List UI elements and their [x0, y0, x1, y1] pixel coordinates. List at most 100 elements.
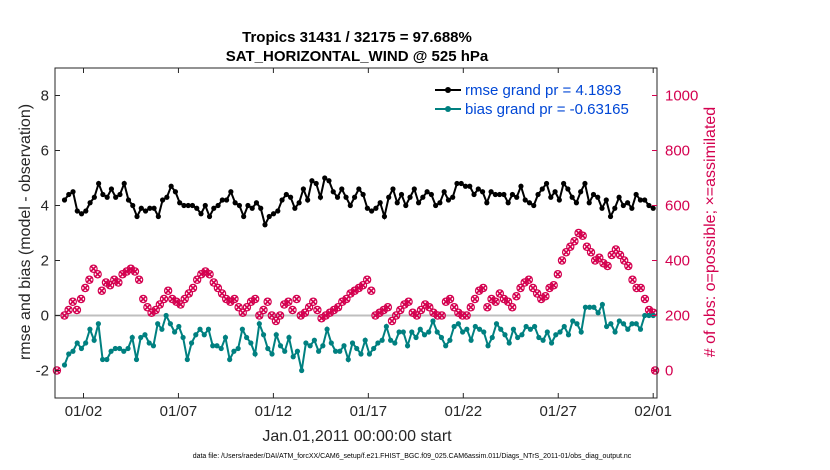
- rmse-point: [168, 183, 174, 189]
- obs-assimilated-point: [280, 300, 288, 309]
- obs-assimilated-point: [123, 267, 131, 276]
- bias-point: [523, 323, 529, 330]
- obs-possible-point: [246, 297, 256, 306]
- chart-title: Tropics 31431 / 32175 = 97.688%: [242, 29, 472, 46]
- bias-point: [328, 340, 334, 346]
- rmse-point: [130, 202, 136, 209]
- y2-tick-label: 0: [665, 363, 673, 380]
- y2-tick-label: 800: [665, 143, 690, 160]
- obs-possible-point: [437, 311, 446, 320]
- x-tick-label: 01/17: [350, 403, 388, 420]
- rmse-point: [83, 208, 89, 214]
- obs-assimilated-point: [554, 270, 562, 278]
- rmse-point: [646, 202, 652, 209]
- rmse-point: [351, 194, 358, 200]
- bias-point: [481, 329, 487, 335]
- obs-possible-point: [304, 303, 314, 312]
- obs-assimilated-point: [471, 295, 479, 303]
- obs-possible-point: [180, 294, 189, 304]
- bias-point: [197, 326, 203, 332]
- bias-point: [222, 334, 229, 341]
- rmse-point: [78, 211, 85, 217]
- bias-point: [260, 332, 267, 338]
- obs-assimilated-point: [380, 306, 388, 314]
- obs-possible-point: [226, 297, 235, 306]
- obs-possible-point: [512, 292, 521, 301]
- rmse-point: [497, 191, 503, 198]
- obs-possible-point: [72, 305, 82, 315]
- obs-assimilated-point: [326, 309, 334, 317]
- rmse-point: [390, 186, 396, 192]
- obs-assimilated-point: [206, 270, 214, 278]
- obs-possible-point: [325, 308, 335, 317]
- obs-possible-point: [566, 242, 575, 251]
- rmse-point: [420, 194, 426, 200]
- bias-point: [485, 343, 491, 349]
- plot-area: 01/02 01/07 01/12 01/17 01/22 01/27 02/01 -2 0 2 4…: [36, 67, 698, 420]
- bias-point: [451, 323, 457, 330]
- rmse-point: [296, 200, 302, 206]
- bias-point: [476, 326, 483, 332]
- obs-assimilated-point: [189, 284, 197, 292]
- obs-possible-point: [213, 283, 223, 293]
- obs-possible-point: [134, 275, 144, 284]
- obs-possible-point: [582, 242, 592, 251]
- obs-possible-point: [292, 294, 301, 304]
- bias-point: [443, 343, 449, 349]
- rmse-point: [96, 180, 102, 187]
- obs-assimilated-point: [313, 306, 321, 314]
- rmse-point: [206, 213, 213, 220]
- rmse-point: [411, 186, 417, 192]
- y-tick-label: -2: [36, 363, 49, 380]
- bias-point: [299, 367, 305, 374]
- bias-point: [383, 323, 389, 330]
- rmse-point: [488, 189, 494, 195]
- obs-possible-point: [636, 283, 645, 293]
- bias-point: [180, 334, 186, 341]
- rmse-point: [514, 194, 520, 200]
- obs-possible-point: [350, 286, 359, 295]
- obs-possible-point: [479, 283, 488, 293]
- rmse-point: [522, 197, 528, 203]
- bias-point: [116, 345, 123, 352]
- rmse-point: [492, 191, 498, 198]
- bias-point: [201, 332, 207, 338]
- rmse-point: [607, 213, 614, 220]
- bias-point: [78, 345, 85, 352]
- obs-possible-point: [404, 297, 413, 306]
- bias-point: [502, 332, 508, 338]
- obs-assimilated-point: [131, 267, 139, 276]
- obs-assimilated-point: [168, 295, 176, 303]
- bias-point: [311, 337, 317, 343]
- rmse-point: [573, 200, 580, 206]
- y2-tick-label: 200: [665, 308, 690, 325]
- obs-possible-point: [60, 311, 69, 320]
- obs-possible-point: [483, 303, 492, 312]
- rmse-point: [70, 189, 76, 195]
- bias-point: [548, 340, 555, 346]
- obs-assimilated-point: [197, 270, 205, 278]
- rmse-point: [219, 197, 225, 203]
- obs-assimilated-point: [222, 295, 230, 303]
- obs-possible-point: [499, 294, 509, 304]
- obs-assimilated-point: [226, 298, 234, 306]
- rmse-point: [364, 205, 370, 211]
- obs-possible-point: [284, 297, 293, 306]
- bias-point: [205, 326, 212, 332]
- rmse-point: [138, 205, 144, 211]
- bias-point: [341, 343, 347, 349]
- bias-point: [286, 334, 292, 341]
- bias-point: [316, 348, 322, 354]
- obs-assimilated-point: [330, 306, 338, 314]
- rmse-point: [155, 213, 161, 220]
- rmse-point: [424, 189, 430, 195]
- rmse-point: [637, 197, 644, 203]
- obs-possible-point: [624, 261, 633, 271]
- rmse-point: [224, 197, 230, 203]
- obs-assimilated-point: [541, 292, 549, 300]
- rmse-point: [475, 186, 481, 192]
- obs-assimilated-point: [251, 295, 259, 303]
- legend-label-bias: bias grand pr = -0.63165: [465, 101, 629, 118]
- rmse-point: [620, 202, 626, 209]
